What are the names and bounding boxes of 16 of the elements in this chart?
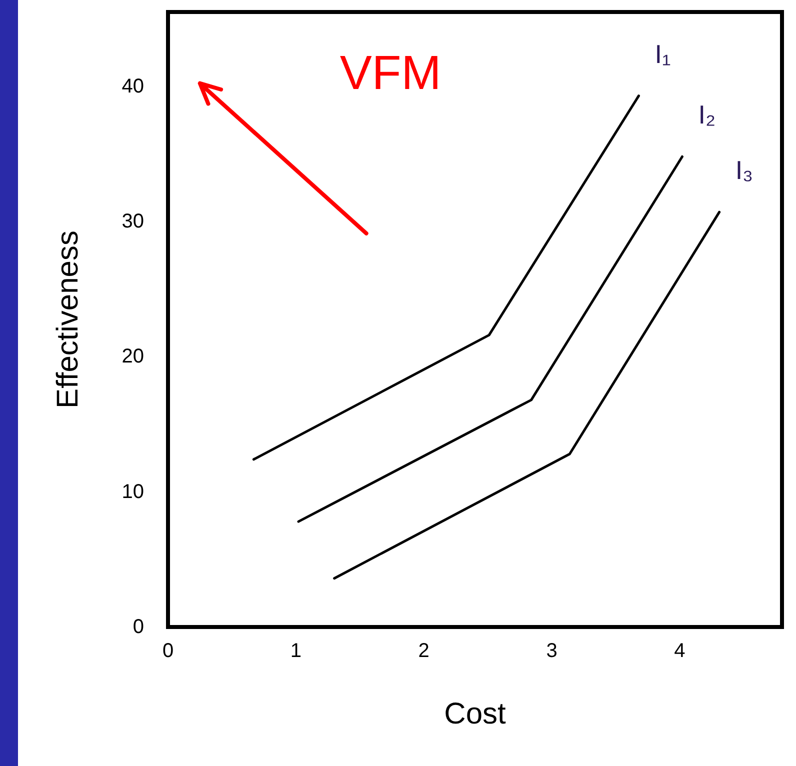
x-tick-label: 1	[290, 640, 302, 662]
x-axis-title: Cost	[444, 698, 507, 730]
y-tick-label: 30	[122, 210, 144, 233]
x-tick-label: 0	[162, 640, 174, 662]
y-tick-label: 20	[122, 346, 144, 368]
y-tick-label: 0	[132, 616, 144, 638]
x-tick-label: 3	[546, 640, 558, 662]
y-tick-label: 10	[122, 480, 144, 503]
x-tick-label: 4	[674, 640, 686, 662]
y-tick-label: 40	[122, 75, 144, 98]
series-label: I₁	[654, 38, 671, 69]
x-tick-label: 2	[418, 640, 430, 662]
series-label: I₃	[735, 155, 754, 186]
y-axis-title: Effectiveness	[52, 230, 84, 408]
series-label: I₂	[698, 100, 716, 130]
annotation: VFM	[340, 47, 442, 100]
